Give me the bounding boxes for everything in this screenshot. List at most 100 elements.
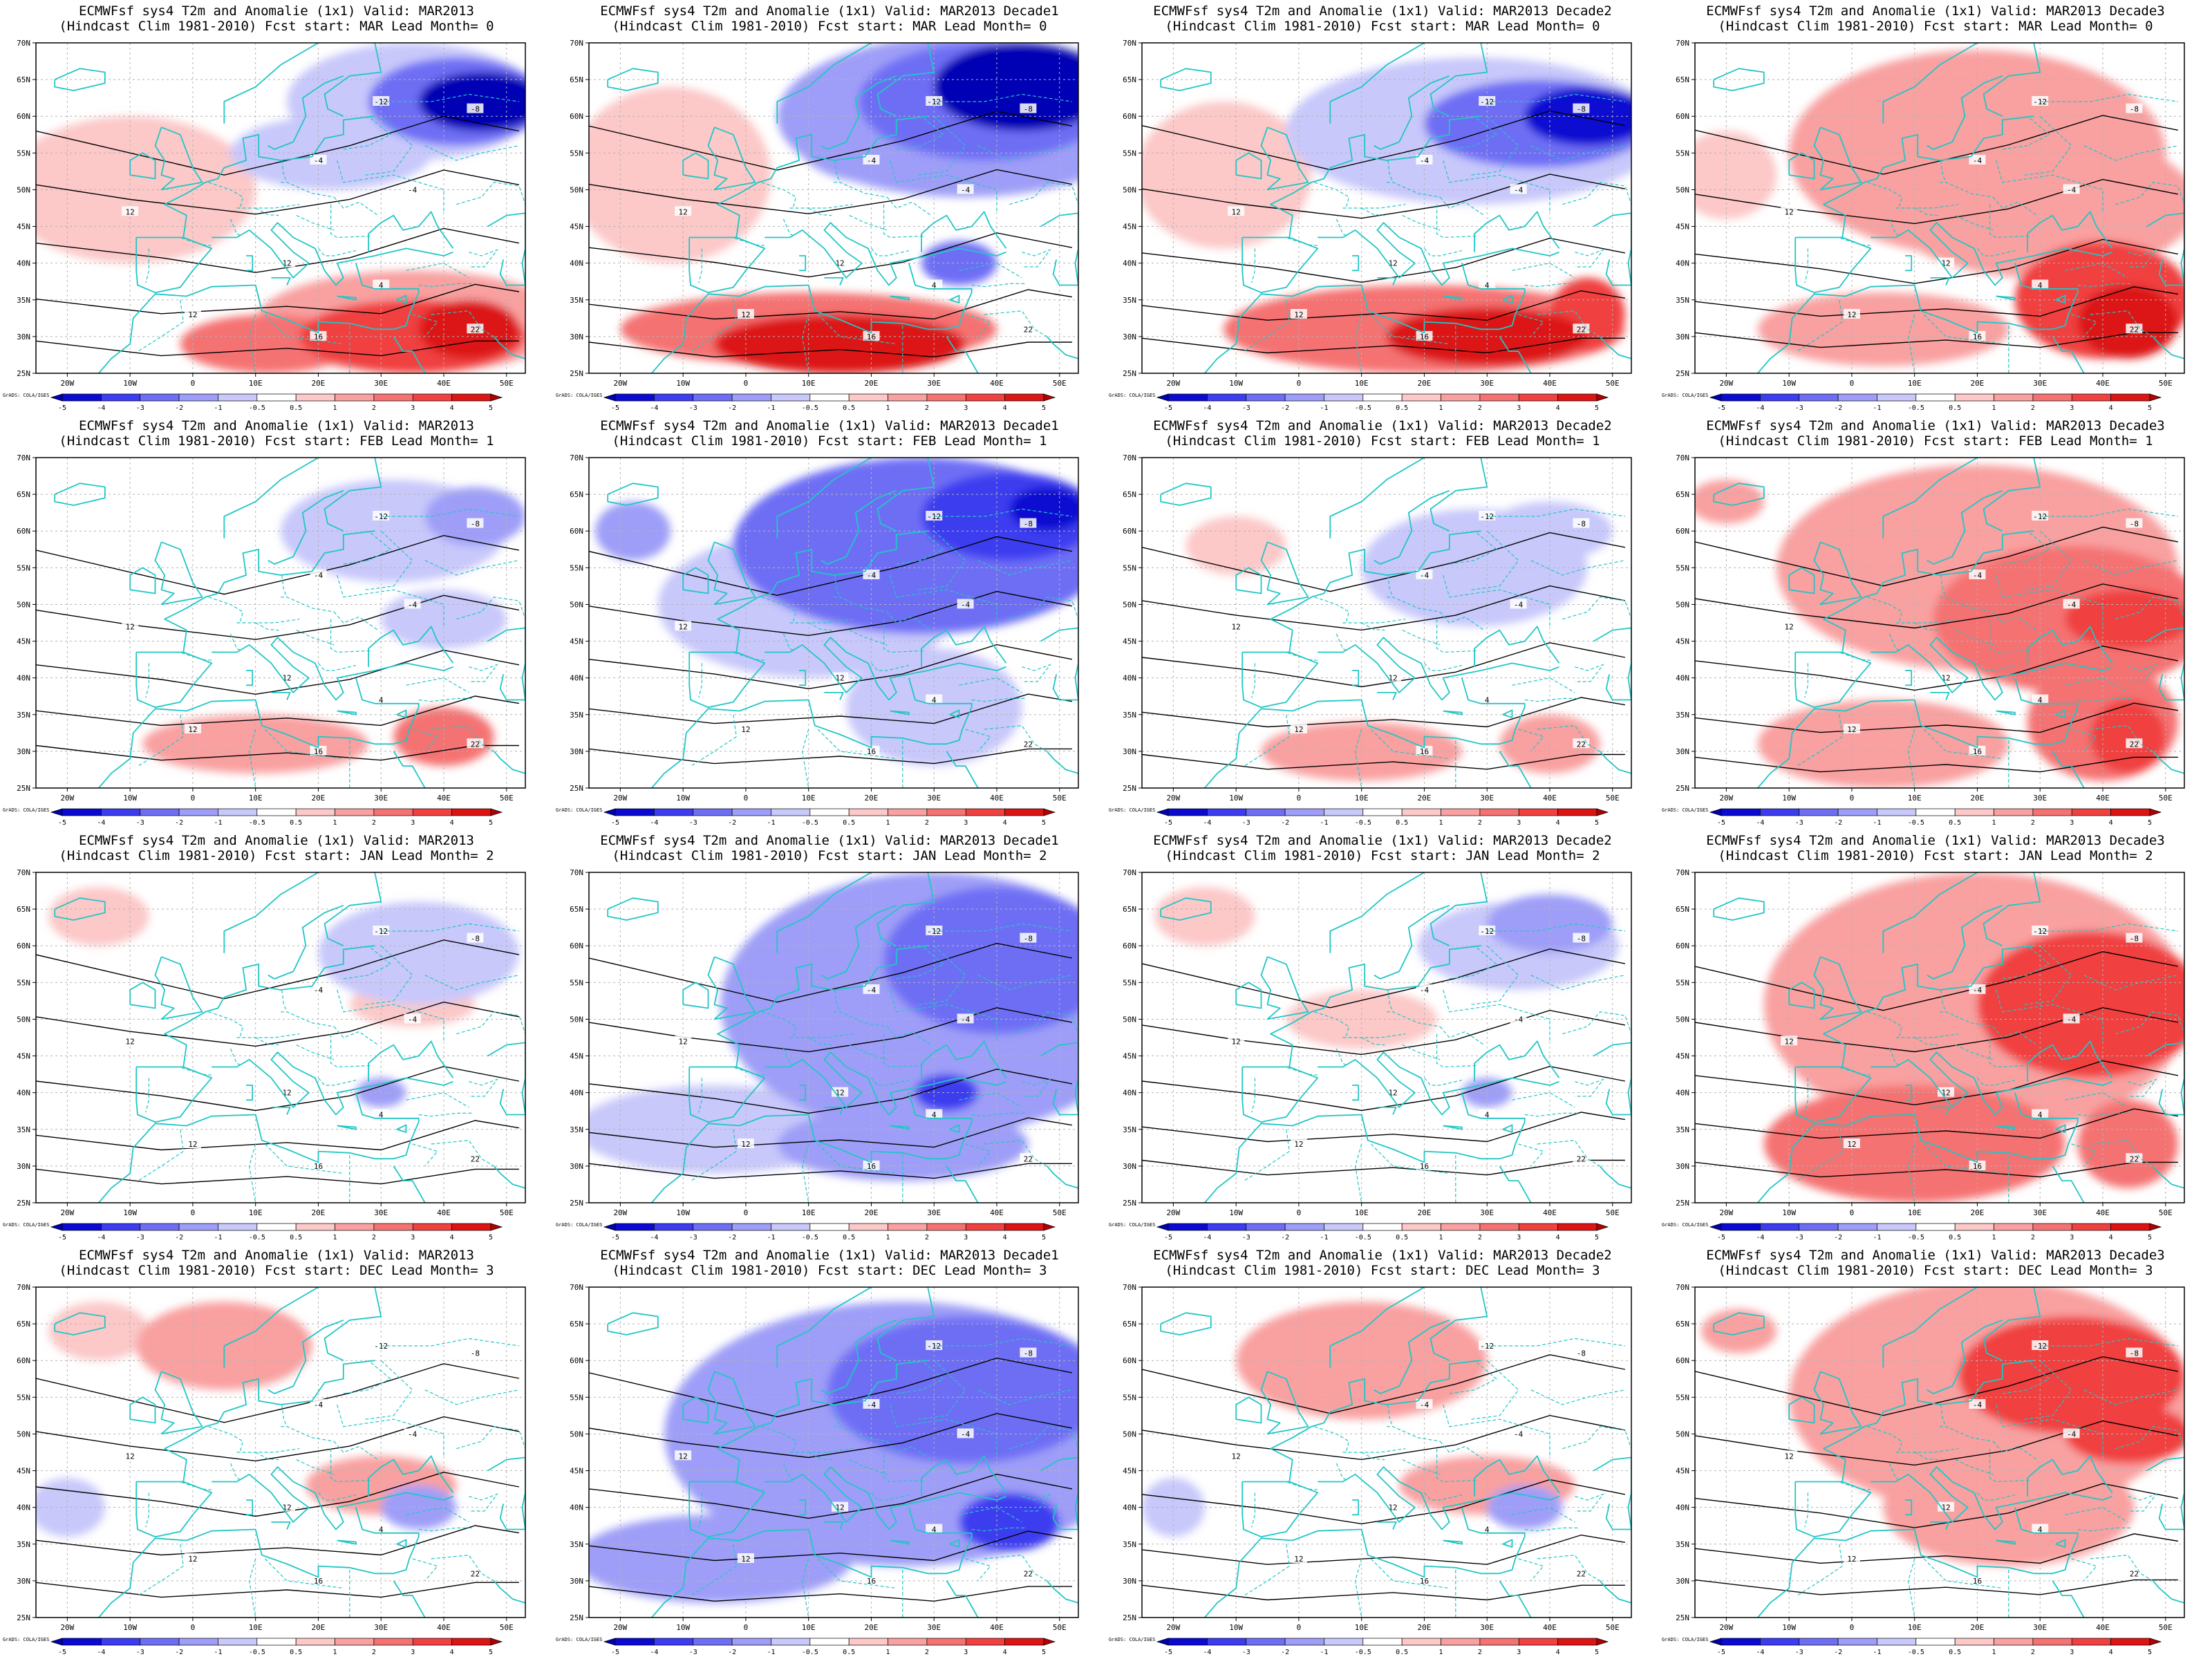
lat-tick-label: 30N <box>570 1577 583 1586</box>
colorbar-swatch <box>1441 808 1481 816</box>
lat-tick-label: 35N <box>1676 711 1689 720</box>
coastline <box>1930 1521 1950 1530</box>
panel-subtitle: (Hindcast Clim 1981-2010) Fcst start: JA… <box>612 848 1047 863</box>
colorbar-swatch <box>218 393 258 402</box>
country-border <box>1923 1143 2003 1174</box>
coastline <box>1983 872 2041 947</box>
coastline <box>337 1539 357 1545</box>
coastline <box>651 1507 973 1618</box>
colorbar-label: 2 <box>925 1649 929 1656</box>
country-border <box>918 1360 966 1420</box>
coastline <box>1499 1165 1532 1203</box>
coastline <box>821 1319 897 1394</box>
forecast-panel: ECMWFsf sys4 T2m and Anomalie (1x1) Vali… <box>0 0 553 415</box>
lat-tick-label: 40N <box>570 1089 583 1098</box>
country-border <box>918 115 966 176</box>
colorbar-pos-arrow <box>490 393 503 402</box>
contour-label-bg <box>737 1553 754 1564</box>
country-border <box>208 1011 244 1038</box>
contour-label-bg <box>1510 1013 1527 1024</box>
country-border <box>2128 664 2157 682</box>
colorbar-label: 5 <box>1595 819 1599 827</box>
country-border <box>971 697 1025 702</box>
contour-label-bg <box>1416 1160 1433 1170</box>
lon-tick-label: 20W <box>1719 1623 1733 1632</box>
lat-tick-label: 30N <box>1676 1577 1689 1586</box>
country-border <box>456 1011 525 1035</box>
country-border <box>255 207 279 216</box>
colorbar-swatch <box>731 393 771 402</box>
lat-tick-label: 70N <box>17 868 30 877</box>
colorbar-swatch <box>101 1638 141 1646</box>
borders <box>138 1338 525 1618</box>
contour-label-bg <box>2032 279 2049 290</box>
colorbar-label: -3 <box>136 1649 144 1656</box>
contour-label: 12 <box>835 259 844 268</box>
country-border <box>229 633 241 650</box>
panel-map-svg: ECMWFsf sys4 T2m and Anomalie (1x1) Vali… <box>3 418 526 827</box>
lon-tick-label: 10W <box>676 1623 690 1632</box>
country-border <box>229 1048 241 1065</box>
isotherm-contours <box>1142 532 1626 770</box>
coastline <box>2055 1539 2066 1548</box>
country-border <box>1955 630 1994 646</box>
contour-label-bg <box>1020 518 1037 528</box>
country-border <box>365 945 413 1005</box>
anomaly-patch <box>1958 1316 2184 1434</box>
contour-label-bg <box>1969 569 1986 579</box>
lat-tick-label: 40N <box>17 1089 30 1098</box>
contour-label: 22 <box>471 1569 480 1578</box>
lon-tick-label: 20E <box>865 379 879 388</box>
coastline <box>1930 276 1950 285</box>
colorbar-label: -4 <box>1756 819 1764 827</box>
anomaly-patch <box>589 86 771 263</box>
lat-tick-label: 30N <box>570 332 583 341</box>
colorbar: -5 -4 -3 -2 -1 -0.5 0.5 1 2 3 4 5 <box>603 1638 1056 1656</box>
coastline <box>98 1092 420 1203</box>
country-border <box>248 314 256 373</box>
lon-tick-label: 50E <box>500 379 514 388</box>
coastline <box>1713 68 1765 91</box>
country-border <box>1907 729 1915 788</box>
coastline <box>776 458 872 538</box>
contour-label-bg <box>1573 103 1590 113</box>
country-border <box>1009 182 1078 205</box>
coastline <box>2152 751 2184 774</box>
colorbar-label: -4 <box>650 1234 658 1241</box>
lon-tick-label: 50E <box>1606 1208 1620 1217</box>
coastline <box>164 530 375 653</box>
lat-tick-label: 55N <box>1676 563 1689 572</box>
country-border <box>2040 923 2178 932</box>
coastline <box>2052 1580 2085 1618</box>
lat-tick-label: 60N <box>570 527 583 536</box>
contour-label-bg <box>122 1035 139 1046</box>
contour-label-bg <box>1843 309 1860 319</box>
contour-label-bg <box>863 984 880 994</box>
country-border <box>1009 597 1078 620</box>
lon-tick-label: 20W <box>1719 794 1733 803</box>
coastline <box>393 1580 426 1618</box>
colorbar-swatch <box>451 1638 491 1646</box>
country-border <box>890 1404 997 1456</box>
colorbar-swatch <box>1877 1223 1917 1231</box>
country-border <box>1439 611 1485 631</box>
anomaly-shading <box>1701 1287 2184 1566</box>
country-border <box>418 697 472 702</box>
contour-label: 16 <box>1973 1577 1982 1586</box>
contour-label-bg <box>2126 103 2143 113</box>
isotherm-contours <box>1142 110 1626 354</box>
contour-label: -4 <box>408 600 418 609</box>
colorbar-swatch <box>1479 1638 1519 1646</box>
country-border <box>1530 975 1626 991</box>
country-border <box>971 283 1025 288</box>
country-border <box>1244 1544 1290 1596</box>
contour-label: 12 <box>126 1037 135 1046</box>
colorbar-swatch <box>295 808 335 816</box>
lon-tick-label: 30E <box>374 379 388 388</box>
isotherm-line <box>589 536 1073 597</box>
colorbar-label: -4 <box>650 819 658 827</box>
coastlines <box>54 458 525 788</box>
contour-label-bg <box>737 309 754 319</box>
contour-label: -4 <box>961 1430 971 1438</box>
